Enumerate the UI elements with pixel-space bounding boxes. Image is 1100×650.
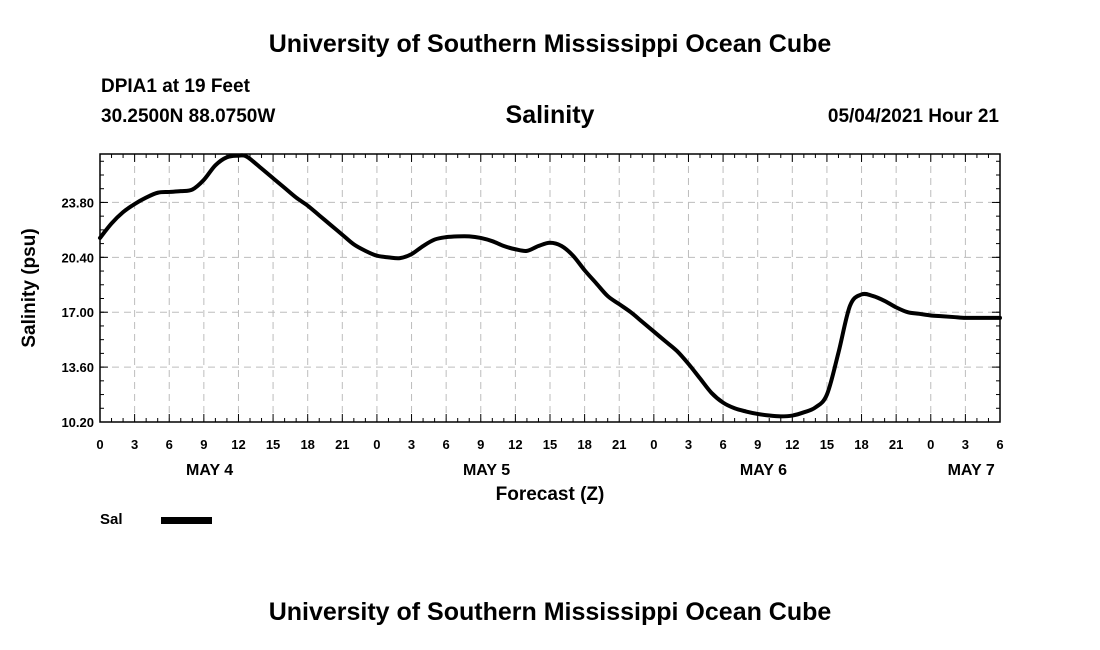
day-labels: MAY 4 MAY 5 MAY 6 MAY 7 (186, 462, 995, 479)
x-tick-label: 21 (889, 437, 903, 452)
day-label: MAY 5 (463, 462, 510, 479)
y-tick-label: 17.00 (61, 305, 94, 320)
x-tick-label: 3 (408, 437, 415, 452)
y-tick-label: 10.20 (61, 415, 94, 430)
x-tick-label: 0 (373, 437, 380, 452)
y-tick-label: 23.80 (61, 195, 94, 210)
chart-grid (100, 154, 1000, 422)
y-tick-label: 13.60 (61, 360, 94, 375)
coordinates-label: 30.2500N 88.0750W (101, 106, 276, 127)
x-tick-label: 0 (96, 437, 103, 452)
x-tick-label: 12 (785, 437, 799, 452)
forecast-datetime: 05/04/2021 Hour 21 (827, 106, 999, 127)
plot-frame (99, 153, 1001, 423)
x-tick-label: 21 (335, 437, 349, 452)
x-tick-label: 12 (508, 437, 522, 452)
legend-label: Sal (100, 511, 123, 528)
y-tick-labels: 10.20 13.60 17.00 20.40 23.80 (61, 195, 94, 430)
y-tick-label: 20.40 (61, 250, 94, 265)
x-tick-label: 15 (543, 437, 557, 452)
x-tick-label: 3 (962, 437, 969, 452)
x-tick-label: 6 (996, 437, 1003, 452)
station-label: DPIA1 at 19 Feet (101, 76, 250, 97)
chart-footer-title: University of Southern Mississippi Ocean… (268, 598, 832, 626)
x-tick-label: 9 (754, 437, 761, 452)
x-tick-label: 15 (820, 437, 834, 452)
x-tick-label: 3 (131, 437, 138, 452)
y-axis-title: Salinity (psu) (19, 228, 40, 347)
day-label: MAY 4 (186, 462, 233, 479)
day-label: MAY 7 (948, 462, 995, 479)
salinity-series-line (98, 153, 1002, 419)
x-tick-label: 12 (231, 437, 245, 452)
x-tick-label: 18 (300, 437, 314, 452)
x-tick-label: 9 (477, 437, 484, 452)
x-tick-label: 6 (443, 437, 450, 452)
x-tick-label: 3 (685, 437, 692, 452)
x-axis-title: Forecast (Z) (496, 484, 605, 505)
x-tick-label: 6 (166, 437, 173, 452)
x-tick-label: 18 (577, 437, 591, 452)
x-tick-label: 18 (854, 437, 868, 452)
x-tick-label: 9 (200, 437, 207, 452)
chart-main-title: University of Southern Mississippi Ocean… (268, 30, 832, 58)
x-tick-label: 15 (266, 437, 280, 452)
legend-swatch (161, 517, 212, 524)
x-tick-labels: 0 3 6 9 12 15 18 21 0 3 6 9 12 15 18 21 0 3 6 9 12 15 18 21 0 3 6 (96, 437, 1003, 452)
x-tick-label: 21 (612, 437, 626, 452)
variable-title: Salinity (505, 101, 595, 129)
x-tick-label: 0 (927, 437, 934, 452)
x-tick-label: 0 (650, 437, 657, 452)
day-label: MAY 6 (740, 462, 787, 479)
x-tick-label: 6 (719, 437, 726, 452)
